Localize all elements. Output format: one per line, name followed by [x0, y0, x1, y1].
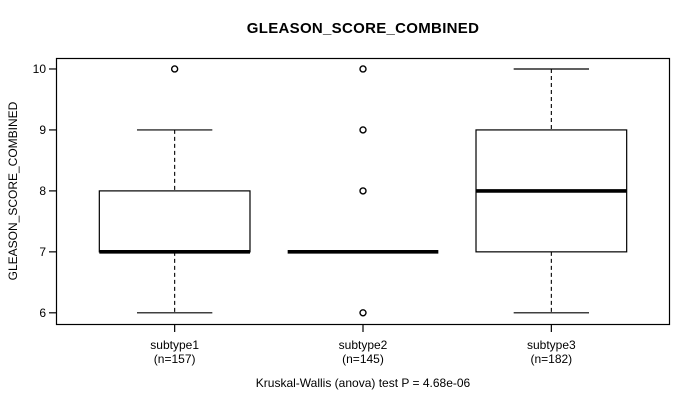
- y-tick-label: 6: [39, 305, 46, 320]
- y-tick-label: 9: [39, 122, 46, 137]
- y-tick-label: 7: [39, 244, 46, 259]
- x-category-label: subtype3 (n=182): [476, 338, 626, 366]
- x-category-count: (n=157): [153, 352, 196, 366]
- x-category-name: subtype1: [150, 338, 199, 352]
- boxplot-canvas: [49, 57, 671, 332]
- stat-test-annotation: Kruskal-Wallis (anova) test P = 4.68e-06: [255, 376, 471, 390]
- chart-title: GLEASON_SCORE_COMBINED: [246, 20, 480, 37]
- x-category-name: subtype3: [526, 338, 576, 352]
- x-category-count: (n=182): [530, 352, 573, 366]
- y-tick-label: 8: [39, 183, 46, 198]
- x-category-label: subtype2 (n=145): [288, 338, 438, 366]
- x-category-count: (n=145): [342, 352, 384, 366]
- x-category-name: subtype2: [338, 338, 388, 352]
- plot-frame: [55, 57, 671, 326]
- iqr-box: [98, 190, 251, 253]
- outlier-point: [359, 187, 367, 195]
- x-category-label: subtype1 (n=157): [100, 338, 250, 366]
- y-tick-label: 10: [32, 61, 46, 76]
- outlier-point: [359, 309, 367, 317]
- outlier-point: [170, 65, 179, 73]
- outlier-point: [359, 65, 367, 73]
- outlier-point: [359, 126, 367, 134]
